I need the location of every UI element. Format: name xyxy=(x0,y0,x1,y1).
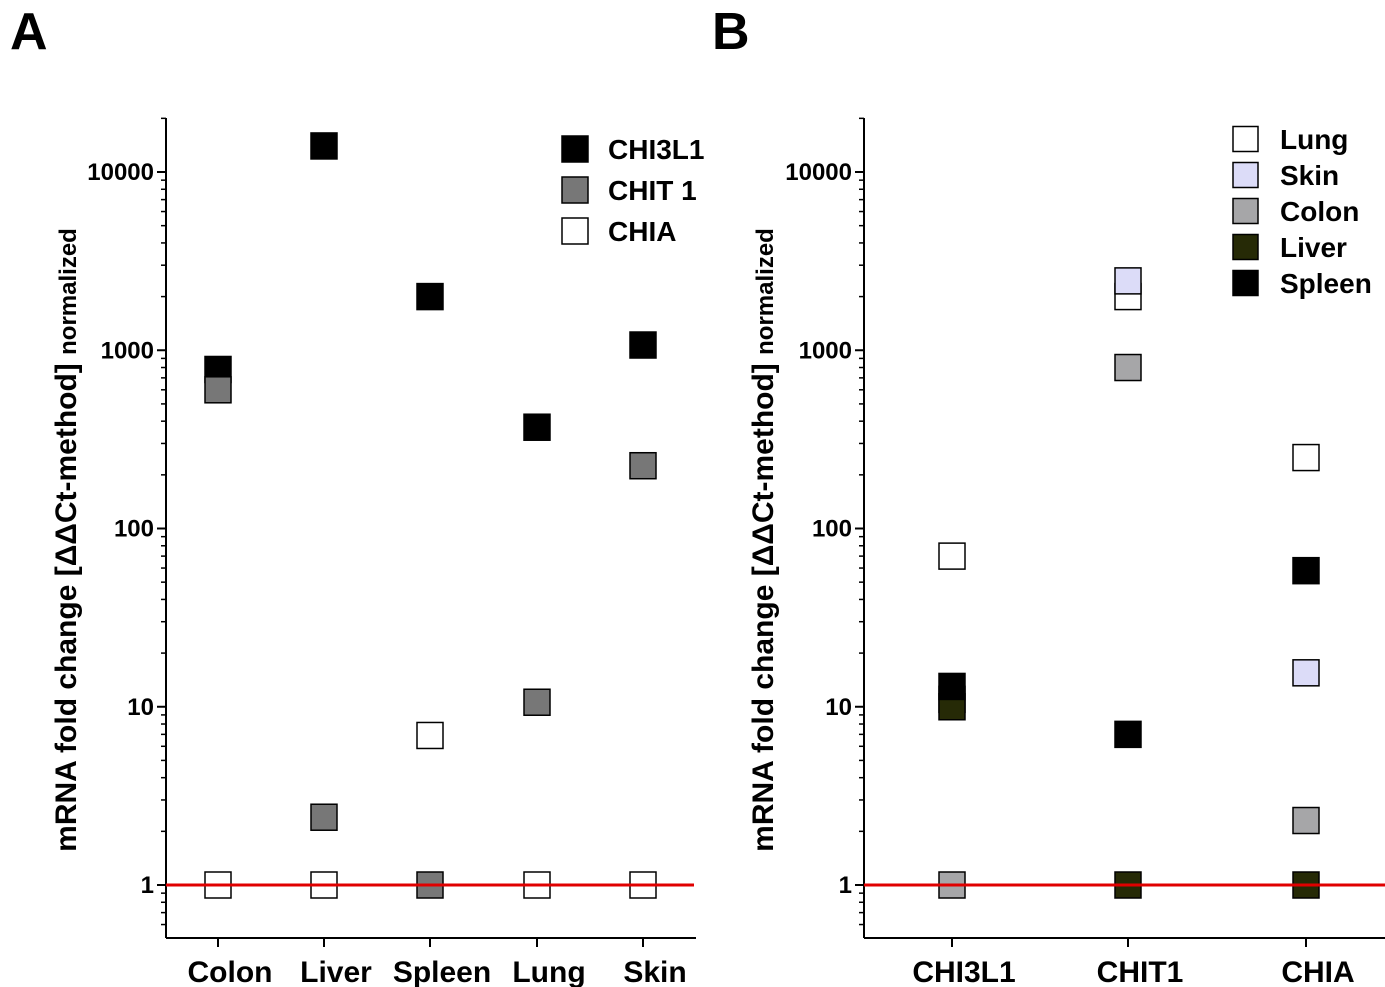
x-tick-label-liver: Liver xyxy=(300,956,372,987)
data-point-chit-1-colon xyxy=(205,377,231,403)
y-tick-label: 100 xyxy=(812,516,852,543)
y-tick-label: 10000 xyxy=(87,159,154,186)
x-tick-label-chi3l1: CHI3L1 xyxy=(912,956,1015,987)
legend-swatch-chia xyxy=(562,218,588,244)
y-axis-label-suffix: normalized xyxy=(752,228,779,355)
legend-label-liver: Liver xyxy=(1280,232,1347,263)
data-point-skin-chit1 xyxy=(1115,268,1141,294)
legend-swatch-chit-1 xyxy=(562,177,588,203)
y-axis-label-suffix: normalized xyxy=(55,228,82,355)
y-tick-label: 1000 xyxy=(101,337,154,364)
data-point-chi3l1-spleen xyxy=(417,284,443,310)
y-axis-label-main: mRNA fold change [ΔΔCt-method] xyxy=(50,355,83,852)
data-point-chit-1-lung xyxy=(524,689,550,715)
data-point-spleen-chi3l1 xyxy=(939,673,965,699)
data-point-colon-chia xyxy=(1293,808,1319,834)
data-point-spleen-chia xyxy=(1293,558,1319,584)
legend-label-skin: Skin xyxy=(1280,160,1339,191)
data-point-lung-chi3l1 xyxy=(939,543,965,569)
y-tick-label: 100 xyxy=(114,516,154,543)
y-axis-label: mRNA fold change [ΔΔCt-method] normalize… xyxy=(747,228,780,852)
legend-label-spleen: Spleen xyxy=(1280,268,1372,299)
chart-panel-a: 1 10 100 1000 10000 Colon Liver Spleen Lung Skin m… xyxy=(50,118,704,987)
data-point-chit-1-liver xyxy=(311,804,337,830)
x-tick-label-colon: Colon xyxy=(188,956,273,987)
legend-label-lung: Lung xyxy=(1280,124,1348,155)
x-tick-label-chit1: CHIT1 xyxy=(1097,956,1184,987)
y-tick-label: 10000 xyxy=(785,159,852,186)
x-tick-label-lung: Lung xyxy=(512,956,585,987)
data-point-skin-chia xyxy=(1293,660,1319,686)
y-tick-label: 1 xyxy=(839,872,852,899)
data-point-spleen-chit1 xyxy=(1115,721,1141,747)
y-axis-label: mRNA fold change [ΔΔCt-method] normalize… xyxy=(50,228,83,852)
y-tick-label: 10 xyxy=(127,694,154,721)
y-axis-label-main: mRNA fold change [ΔΔCt-method] xyxy=(747,355,780,852)
chart-panel-b: 1 10 100 1000 10000 CHI3L1 CHIT1 CHIA mRNA fold … xyxy=(747,118,1385,987)
data-point-colon-chit1 xyxy=(1115,355,1141,381)
legend-label-chit-1: CHIT 1 xyxy=(608,175,697,206)
y-tick-label: 1000 xyxy=(799,337,852,364)
data-point-chi3l1-lung xyxy=(524,414,550,440)
data-point-chit-1-skin xyxy=(630,453,656,479)
legend-swatch-skin xyxy=(1233,163,1258,188)
y-tick-label: 10 xyxy=(825,694,852,721)
x-tick-label-spleen: Spleen xyxy=(393,956,491,987)
data-point-chi3l1-skin xyxy=(630,332,656,358)
data-point-chia-spleen xyxy=(417,722,443,748)
legend-label-chi3l1: CHI3L1 xyxy=(608,134,704,165)
legend-swatch-liver xyxy=(1233,235,1258,260)
legend-label-colon: Colon xyxy=(1280,196,1359,227)
x-tick-label-skin: Skin xyxy=(623,956,686,987)
legend-label-chia: CHIA xyxy=(608,216,676,247)
legend-swatch-chi3l1 xyxy=(562,136,588,162)
legend-swatch-spleen xyxy=(1233,271,1258,296)
legend-swatch-lung xyxy=(1233,127,1258,152)
x-tick-label-chia: CHIA xyxy=(1281,956,1354,987)
data-point-lung-chia xyxy=(1293,445,1319,471)
y-tick-label: 1 xyxy=(141,872,154,899)
data-point-chi3l1-liver xyxy=(311,133,337,159)
legend-swatch-colon xyxy=(1233,199,1258,224)
